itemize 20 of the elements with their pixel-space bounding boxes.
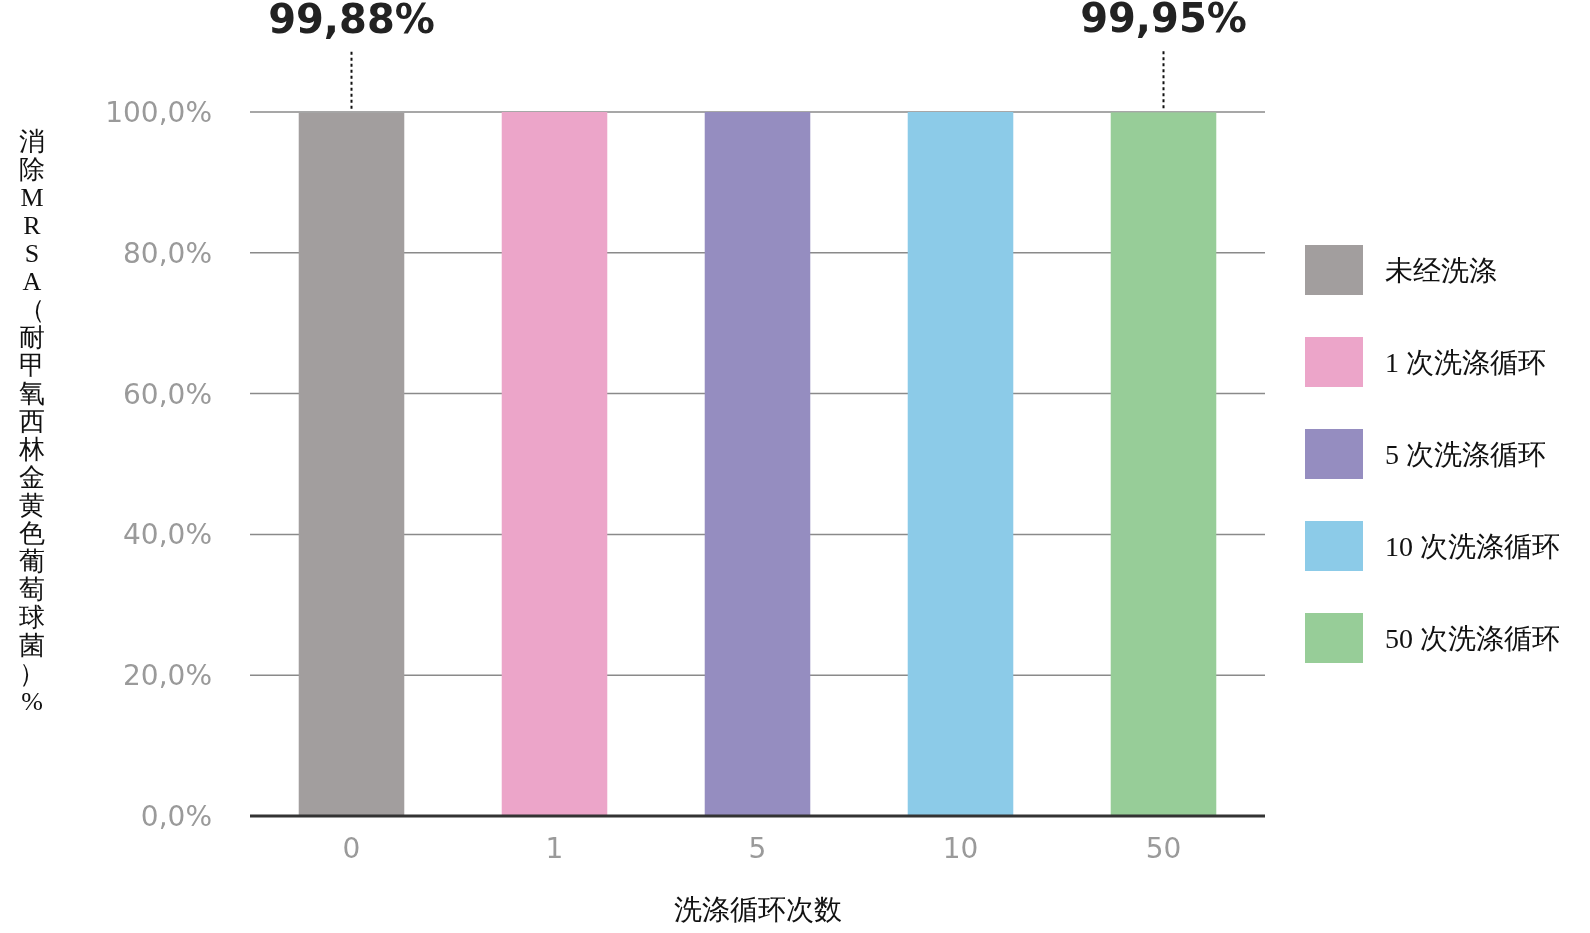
data-label: 99,95%	[1080, 0, 1247, 42]
x-axis-title: 洗涤循环次数	[673, 894, 842, 925]
x-tick-label: 5	[748, 832, 767, 865]
legend-label: 10 次洗涤循环	[1385, 531, 1560, 562]
x-tick-label: 50	[1145, 832, 1182, 865]
data-label: 99,88%	[268, 0, 435, 42]
legend-label: 5 次洗涤循环	[1385, 439, 1546, 470]
legend-label: 未经洗涤	[1385, 255, 1497, 286]
y-tick-label: 80,0%	[123, 236, 212, 270]
y-tick-label: 100,0%	[105, 96, 212, 129]
legend-label: 1 次洗涤循环	[1385, 347, 1546, 378]
x-tick-label: 0	[342, 832, 361, 865]
legend-label: 50 次洗涤循环	[1385, 623, 1560, 654]
x-tick-label: 1	[545, 832, 564, 865]
text: 消除 MRSA（耐甲氧西林金黄色葡萄球菌）%	[19, 127, 45, 716]
x-tick-label: 10	[942, 832, 979, 865]
y-tick-label: 20,0%	[123, 659, 212, 693]
y-tick-label: 0,0%	[140, 800, 212, 833]
y-tick-label: 60,0%	[123, 377, 212, 411]
y-tick-label: 40,0%	[123, 518, 212, 552]
